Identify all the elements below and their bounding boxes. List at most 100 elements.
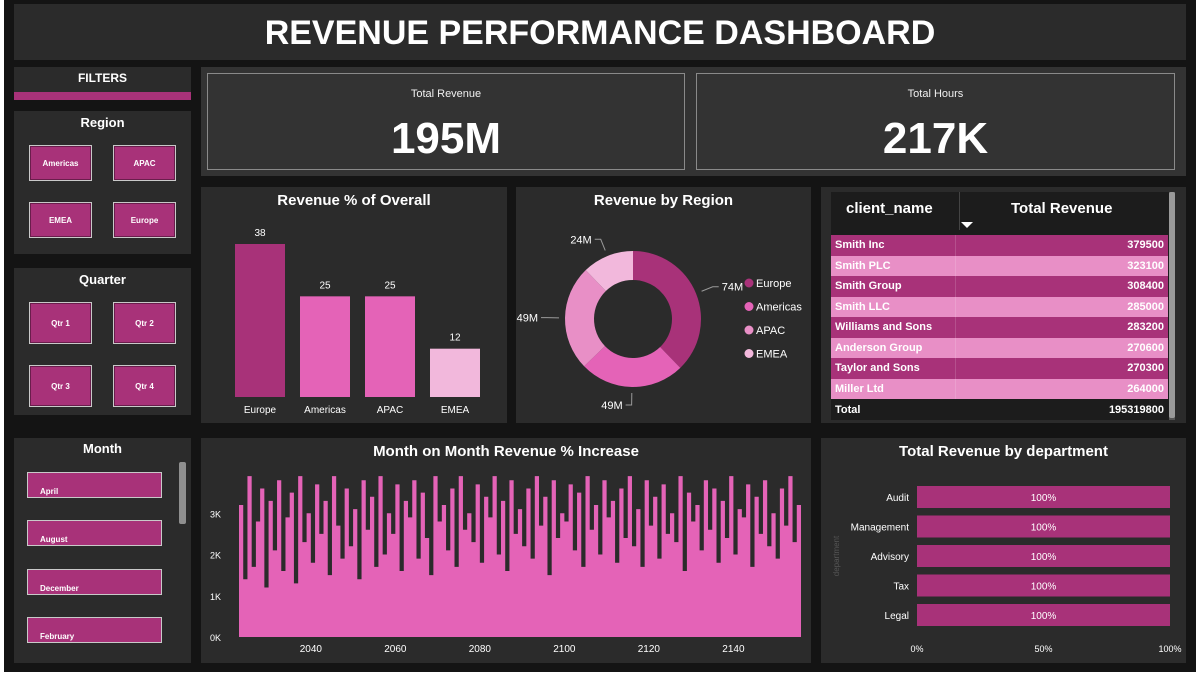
- y-tick-label: Audit: [886, 493, 909, 504]
- cell-total-revenue: 285000: [1127, 300, 1164, 313]
- slice-data-label: 74M: [722, 282, 743, 294]
- table-row[interactable]: Smith Group 308400: [831, 276, 1168, 297]
- table-row[interactable]: Taylor and Sons 270300: [831, 358, 1168, 379]
- cell-total-revenue: 323100: [1127, 259, 1164, 272]
- cell-total-revenue: 308400: [1127, 280, 1164, 292]
- leader-line: [594, 238, 606, 251]
- header-bar: REVENUE PERFORMANCE DASHBOARD: [14, 4, 1186, 60]
- leader-line: [701, 286, 719, 292]
- sort-descending-icon[interactable]: [961, 222, 973, 228]
- client-table-body: Smith Inc 379500 Smith PLC 323100 Smith Grou…: [831, 235, 1168, 399]
- x-tick-label: APAC: [377, 405, 404, 416]
- column-divider: [955, 255, 956, 276]
- bar-value-label: 38: [254, 228, 266, 239]
- y-tick-label: 2K: [210, 551, 221, 561]
- table-row[interactable]: Miller Ltd 264000: [831, 378, 1168, 399]
- cell-client-name: Smith Inc: [835, 239, 885, 251]
- cell-total-revenue: 379500: [1127, 239, 1164, 251]
- x-tick-label: 50%: [1034, 644, 1052, 654]
- quarter-slicer: Quarter Qtr 1 Qtr 2 Qtr 3 Qtr 4: [14, 268, 191, 415]
- bar-tax: [917, 574, 1170, 597]
- column-divider: [955, 337, 956, 358]
- region-option-emea[interactable]: EMEA: [29, 202, 92, 238]
- table-scrollbar-thumb[interactable]: [1169, 192, 1175, 418]
- quarter-option-qtr3[interactable]: Qtr 3: [29, 365, 92, 407]
- kpi-total-hours-value: 217K: [882, 114, 989, 163]
- kpi-total-revenue-value: 195M: [390, 114, 502, 163]
- column-divider: [955, 358, 956, 379]
- column-header-client-name[interactable]: client_name: [846, 200, 933, 217]
- x-tick-label: 0%: [910, 644, 923, 654]
- revenue-pct-svg: 38 Europe 25 Americas 25 APAC 12 EMEA: [235, 228, 480, 416]
- y-tick-label: Tax: [893, 582, 909, 593]
- table-row[interactable]: Williams and Sons 283200: [831, 317, 1168, 338]
- y-tick-label: 3K: [210, 509, 221, 519]
- axis-title: department: [832, 535, 841, 576]
- slice-data-label: 24M: [570, 234, 591, 246]
- region-option-europe[interactable]: Europe: [113, 202, 176, 238]
- x-tick-label: 2060: [384, 644, 407, 655]
- quarter-slicer-title: Quarter: [79, 272, 126, 287]
- table-row[interactable]: Smith PLC 323100: [831, 255, 1168, 276]
- month-slicer-title: Month: [83, 441, 122, 456]
- kpi-total-hours-label: Total Hours: [907, 88, 964, 100]
- filters-title: FILTERS: [77, 71, 128, 85]
- region-option-apac[interactable]: APAC: [113, 145, 176, 181]
- legend-label-emea: EMEA: [756, 349, 788, 361]
- month-slicer-scrollbar[interactable]: [179, 462, 186, 524]
- month-option-february[interactable]: February: [27, 617, 162, 643]
- table-row[interactable]: Smith LLC 285000: [831, 296, 1168, 317]
- legend-dot-europe: [744, 278, 754, 288]
- legend-dot-apac: [744, 325, 754, 335]
- total-value: 195319800: [1108, 404, 1164, 416]
- cell-client-name: Smith LLC: [835, 300, 890, 313]
- bar-value-label: 12: [449, 333, 461, 344]
- bar-advisory: [917, 545, 1170, 567]
- region-option-americas[interactable]: Americas: [29, 145, 92, 181]
- x-tick-label: 2100: [553, 644, 576, 655]
- client-table-header: client_name Total Revenue: [831, 192, 1168, 230]
- bar-value-label: 100%: [1031, 582, 1057, 593]
- kpi-total-revenue-box: Total Revenue 195M: [207, 73, 685, 170]
- column-divider: [955, 317, 956, 338]
- cell-total-revenue: 270600: [1127, 341, 1164, 354]
- y-tick-label: Legal: [885, 611, 909, 622]
- x-tick-label: 2140: [722, 644, 745, 655]
- table-scrollbar-track[interactable]: [1169, 192, 1175, 420]
- cell-client-name: Taylor and Sons: [835, 362, 920, 374]
- client-table-inner: client_name Total Revenue Smith Inc 37950…: [831, 192, 1175, 420]
- kpi-total-revenue-label: Total Revenue: [410, 88, 482, 100]
- x-tick-label: Europe: [244, 405, 277, 416]
- bar-emea: [430, 348, 480, 397]
- y-tick-label: 1K: [210, 592, 221, 602]
- bar-legal: [917, 604, 1170, 626]
- bar-value-label: 25: [319, 280, 331, 291]
- bar-apac: [365, 296, 415, 397]
- region-slicer: Region Americas APAC EMEA Europe: [14, 111, 191, 254]
- revenue-pct-title: Revenue % of Overall: [277, 192, 431, 209]
- table-row[interactable]: Anderson Group 270600: [831, 337, 1168, 358]
- legend-label-americas: Americas: [756, 302, 802, 314]
- slice-apac: [565, 270, 606, 367]
- cell-client-name: Miller Ltd: [835, 382, 884, 395]
- x-tick-label: 2120: [638, 644, 661, 655]
- y-tick-label: Advisory: [871, 552, 909, 563]
- page-title: REVENUE PERFORMANCE DASHBOARD: [264, 14, 936, 52]
- y-tick-label: 0K: [210, 633, 221, 643]
- revenue-region-chart: Revenue by Region 74M 49M 49M 24M Europe Amer…: [516, 187, 811, 423]
- mom-chart-svg: 0K 1K 2K 3K 2040 2060 2080 2100 2120 2140: [210, 476, 801, 655]
- quarter-option-qtr4[interactable]: Qtr 4: [113, 365, 176, 407]
- quarter-option-qtr2[interactable]: Qtr 2: [113, 302, 176, 344]
- bar-value-label: 100%: [1031, 611, 1057, 622]
- column-header-total-revenue[interactable]: Total Revenue: [1011, 200, 1113, 217]
- month-option-december[interactable]: December: [27, 569, 162, 595]
- quarter-option-qtr1[interactable]: Qtr 1: [29, 302, 92, 344]
- cell-total-revenue: 264000: [1127, 382, 1164, 395]
- month-option-april[interactable]: April: [27, 472, 162, 498]
- leader-line: [625, 392, 633, 406]
- bar-value-label: 100%: [1031, 493, 1057, 504]
- table-row[interactable]: Smith Inc 379500: [831, 235, 1168, 256]
- legend-label-europe: Europe: [756, 278, 791, 290]
- dept-chart-title: Total Revenue by department: [899, 443, 1108, 460]
- month-option-august[interactable]: August: [27, 520, 162, 546]
